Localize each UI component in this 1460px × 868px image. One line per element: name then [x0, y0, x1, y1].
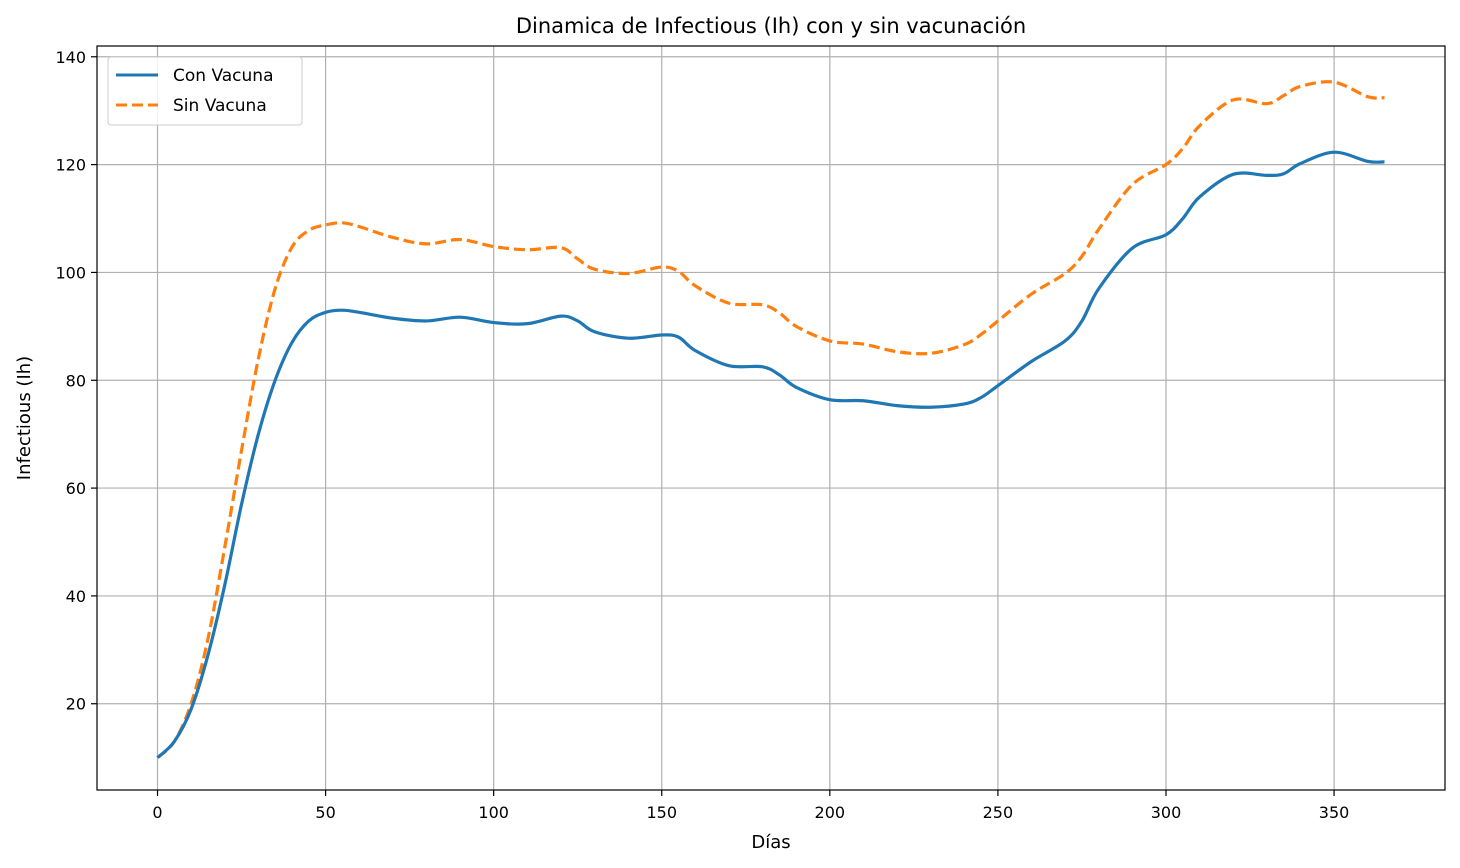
- chart-title: Dinamica de Infectious (Ih) con y sin va…: [516, 14, 1026, 38]
- y-tick-label: 40: [66, 587, 86, 606]
- plot-frame: [96, 45, 1446, 791]
- x-axis-label: Días: [751, 832, 790, 853]
- series-line-sin-vacuna: [156, 80, 1385, 759]
- legend-label-sin-vacuna: Sin Vacuna: [173, 96, 267, 116]
- x-tick-label: 0: [152, 803, 162, 822]
- y-tick-label: 20: [66, 695, 86, 714]
- x-tick-label: 250: [983, 803, 1014, 822]
- x-tick-label: 100: [478, 803, 509, 822]
- y-tick-label: 140: [55, 48, 86, 67]
- series-layer: [156, 80, 1385, 759]
- y-tick-label: 100: [55, 263, 86, 282]
- axis-ticks: 0 50 100 150 200 250 300 350 20 40 60 80 100 120 140: [55, 48, 1349, 822]
- x-tick-label: 350: [1319, 803, 1350, 822]
- grid-lines: [97, 46, 1445, 790]
- legend: Con Vacuna Sin Vacuna: [107, 56, 303, 126]
- y-tick-label: 80: [66, 371, 86, 390]
- x-tick-label: 200: [815, 803, 846, 822]
- y-tick-label: 60: [66, 479, 86, 498]
- x-tick-label: 150: [646, 803, 677, 822]
- series-line-con-vacuna: [156, 150, 1385, 759]
- x-tick-label: 50: [315, 803, 335, 822]
- x-tick-label: 300: [1151, 803, 1182, 822]
- legend-label-con-vacuna: Con Vacuna: [173, 66, 274, 86]
- y-tick-label: 120: [55, 156, 86, 175]
- y-axis-label: Infectious (Ih): [14, 356, 35, 480]
